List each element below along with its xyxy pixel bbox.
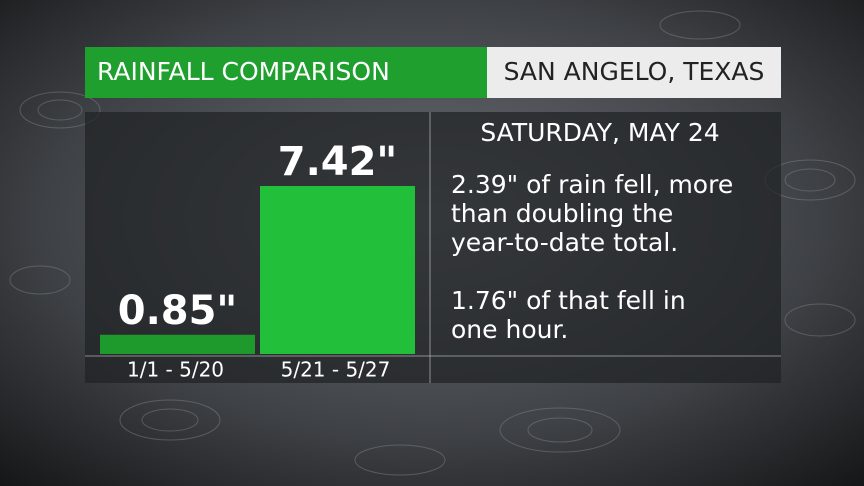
note-line: 2.39" of rain fell, more xyxy=(451,170,733,199)
chart-title: RAINFALL COMPARISON xyxy=(97,57,390,86)
x-tick-label: 1/1 - 5/20 xyxy=(127,358,224,382)
note-line: year-to-date total. xyxy=(451,228,678,257)
note-line: 1.76" of that fell in xyxy=(451,286,686,315)
rain-ripples xyxy=(9,10,856,476)
value-label: 0.85" xyxy=(118,288,238,334)
x-tick-label: 5/21 - 5/27 xyxy=(281,358,391,382)
note-line: than doubling the xyxy=(451,199,673,228)
bar xyxy=(100,334,255,354)
value-label: 7.42" xyxy=(278,139,398,185)
note-line: one hour. xyxy=(451,315,568,344)
chart-subtitle: SAN ANGELO, TEXAS xyxy=(504,57,765,86)
annotation: SATURDAY, MAY 24 xyxy=(480,118,719,147)
bar xyxy=(260,186,415,354)
title-band xyxy=(85,47,487,98)
subtitle-band xyxy=(487,47,781,98)
